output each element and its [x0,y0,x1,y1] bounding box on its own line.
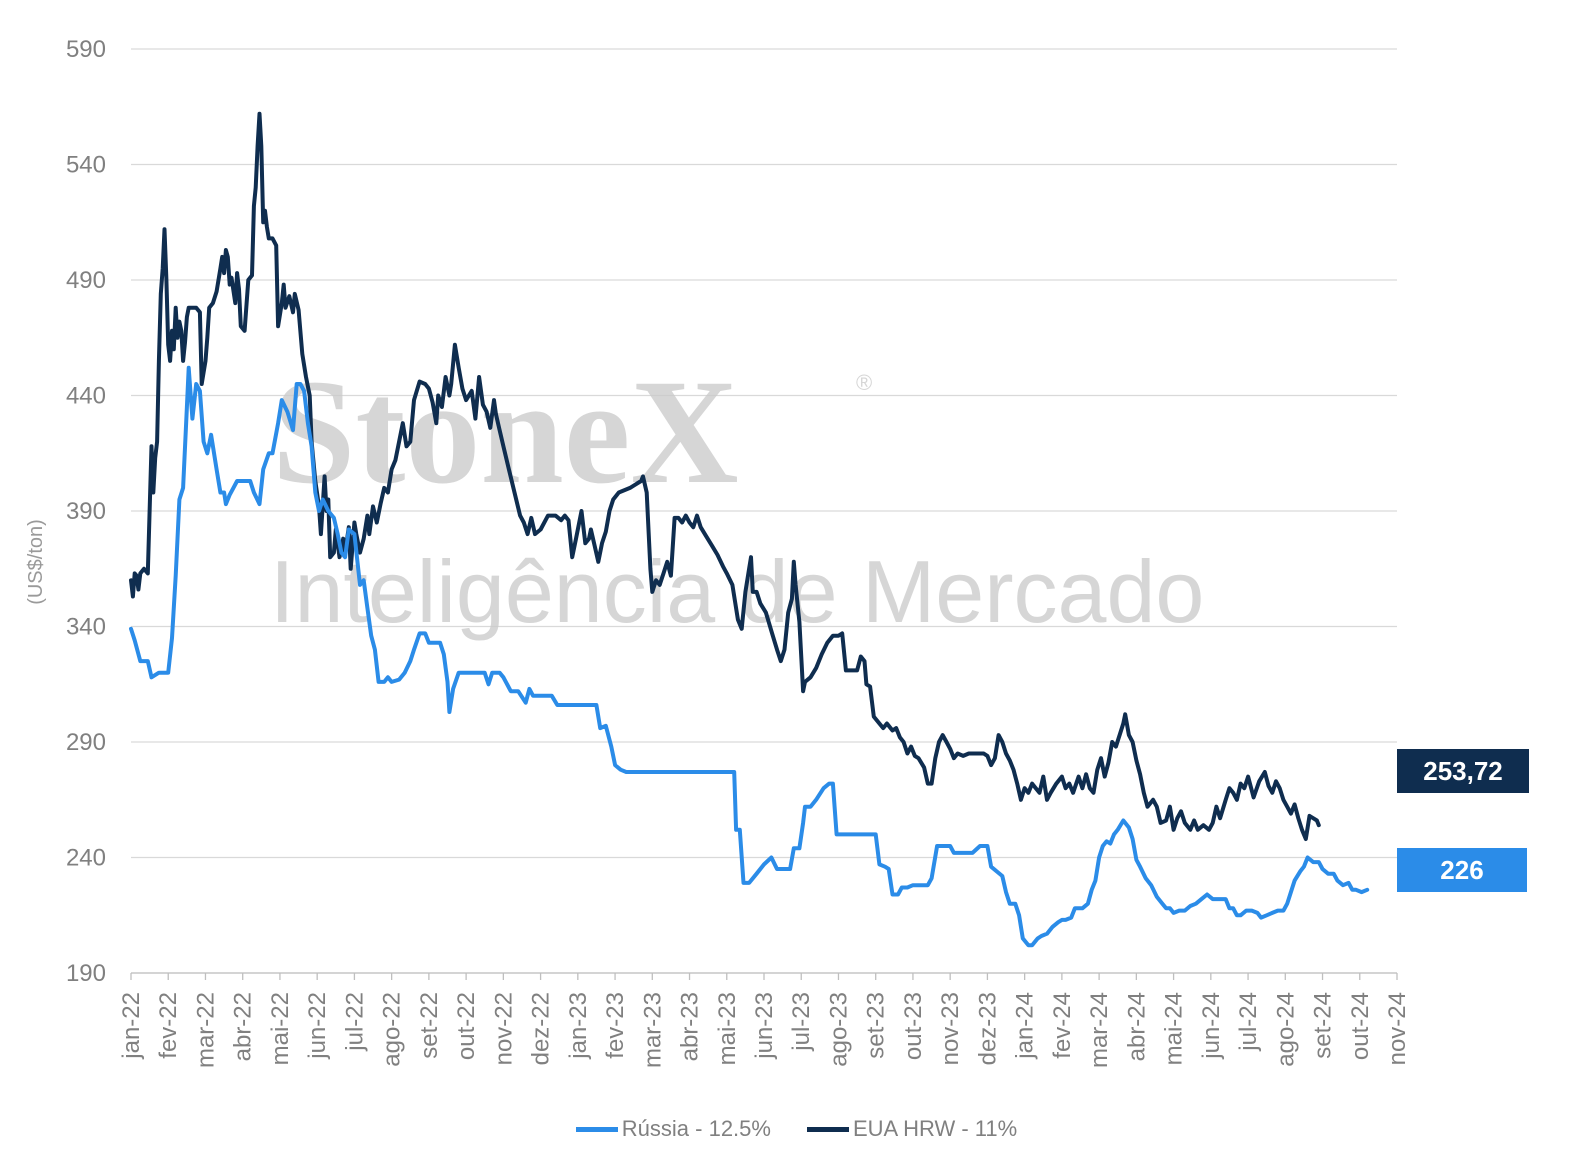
x-tick-label: mai-23 [714,992,741,1065]
x-tick-label: mar-23 [639,992,666,1068]
x-axis-ticks: jan-22 fev-22 mar-22 abr-22 mai-22 jun-22 jul-… [118,972,1411,1068]
series-line-0 [129,365,1370,948]
legend: Rússia - 12.5% EUA HRW - 11% [0,1116,1593,1142]
series-line-1 [129,111,1321,841]
x-tick-label: out-23 [900,992,927,1060]
legend-label-eua-hrw: EUA HRW - 11% [852,1116,1018,1141]
x-tick-label: out-22 [453,992,480,1060]
x-tick-label: abr-22 [230,992,257,1061]
x-tick-label: ago-23 [825,992,852,1067]
x-tick-label: fev-24 [1049,992,1076,1059]
x-tick-label: nov-23 [937,992,964,1065]
y-tick-label: 490 [66,267,106,294]
y-tick-label: 340 [66,614,106,641]
y-tick-label: 540 [66,152,106,179]
x-tick-label: nov-22 [490,992,517,1065]
x-tick-label: jan-22 [118,992,145,1060]
x-tick-label: abr-24 [1123,992,1150,1061]
x-tick-label: jan-23 [565,992,592,1060]
watermark-registered-mark: ® [856,370,872,395]
series-lines [129,111,1370,948]
x-tick-label: mai-24 [1161,992,1188,1065]
watermark-subtitle: Inteligência de Mercado [270,542,1204,641]
watermark-brand: StoneX [272,349,739,515]
legend-label-russia: Rússia - 12.5% [621,1116,771,1141]
x-tick-label: ago-24 [1272,992,1299,1067]
x-tick-label: jan-24 [1012,992,1039,1060]
x-tick-label: dez-23 [974,992,1001,1065]
y-tick-label: 240 [66,845,106,872]
x-tick-label: ago-22 [379,992,406,1067]
x-tick-label: jul-24 [1235,992,1262,1052]
legend-swatch-eua-hrw [806,1126,849,1132]
end-labels: 226 253,72 [1397,749,1529,892]
y-tick-label: 590 [66,36,106,63]
legend-item-russia: Rússia - 12.5% [575,1116,771,1142]
x-tick-label: nov-24 [1384,992,1411,1065]
end-label-value-0: 226 [1440,855,1483,885]
x-tick-label: jun-24 [1198,992,1225,1060]
legend-item-eua-hrw: EUA HRW - 11% [806,1116,1018,1142]
x-tick-label: out-24 [1347,992,1374,1060]
y-axis-ticks: 590 540 490 440 390 340 290 240 190 [66,36,106,987]
x-tick-label: fev-22 [155,992,182,1059]
x-tick-label: set-23 [863,992,890,1059]
end-label-box-1 [1397,749,1529,793]
y-tick-label: 440 [66,383,106,410]
x-tick-label: dez-22 [528,992,555,1065]
end-label-value-1: 253,72 [1423,756,1503,786]
x-tick-label: mar-24 [1086,992,1113,1068]
y-tick-label: 390 [66,498,106,525]
x-tick-label: mai-22 [267,992,294,1065]
x-tick-label: jun-22 [304,992,331,1060]
x-tick-label: fev-23 [602,992,629,1059]
watermark: StoneX ® Inteligência de Mercado [270,349,1204,641]
x-tick-label: mar-22 [192,992,219,1068]
end-label-box-0 [1397,848,1527,892]
x-tick-label: set-22 [416,992,443,1059]
y-axis-title: (US$/ton) [25,519,47,605]
x-tick-label: abr-23 [677,992,704,1061]
y-tick-label: 190 [66,960,106,987]
y-tick-label: 290 [66,729,106,756]
x-tick-label: jun-23 [751,992,778,1060]
x-tick-label: set-24 [1310,992,1337,1059]
legend-swatch-russia [575,1126,618,1132]
x-tick-label: jul-23 [788,992,815,1052]
x-tick-label: jul-22 [341,992,368,1052]
